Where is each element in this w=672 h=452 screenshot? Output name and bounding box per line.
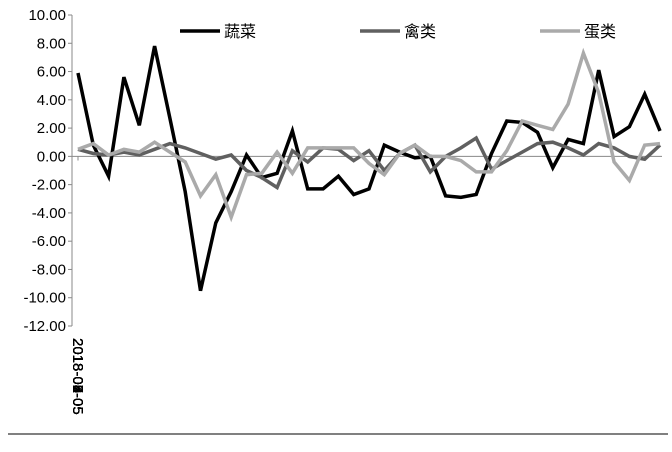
y-tick-label: -12.00	[23, 318, 66, 335]
legend: 蔬菜 禽类 蛋类	[180, 22, 616, 41]
x-tick-label: 2018-02-05	[69, 338, 86, 415]
y-tick-label: -6.00	[32, 233, 66, 250]
y-tick-label: 4.00	[37, 92, 66, 109]
y-tick-label: -10.00	[23, 290, 66, 307]
legend-label: 禽类	[404, 22, 436, 41]
y-tick-label: 0.00	[37, 148, 66, 165]
series-line-禽类	[77, 135, 662, 191]
x-tick-label: 2018-01-05	[69, 338, 86, 415]
y-tick-label: 6.00	[37, 64, 66, 81]
y-tick-label: -8.00	[32, 261, 66, 278]
series-line-蔬菜	[76, 45, 662, 292]
x-tick-label: 2018-09-05	[69, 338, 86, 415]
y-tick-label: -4.00	[32, 205, 66, 222]
y-tick-label: 2.00	[37, 120, 66, 137]
legend-label: 蔬菜	[224, 22, 256, 41]
x-tick-label: 2018-06-05	[69, 338, 86, 415]
x-tick-label: 2018-04-05	[69, 338, 86, 415]
legend-label: 蛋类	[584, 22, 616, 41]
x-tick-label: 2018-05-05	[69, 338, 86, 415]
x-tick-label: 2018-08-05	[69, 338, 86, 415]
y-tick-label: -2.00	[32, 177, 66, 194]
axes	[8, 15, 668, 435]
series-lines	[76, 45, 662, 292]
y-axis-tick-labels: 10.00 8.00 6.00 4.00 2.00 0.00 -2.00 -4.00 -6.00…	[23, 7, 72, 335]
y-tick-label: 8.00	[37, 35, 66, 52]
x-axis-tick-labels: 2018-01-052018-02-052018-03-052018-04-05…	[69, 156, 86, 415]
y-tick-label: 10.00	[28, 7, 66, 24]
series-line-蛋类	[77, 47, 661, 223]
x-tick-label: 2018-03-05	[69, 338, 86, 415]
x-tick-label: 2018-07-05	[69, 338, 86, 415]
